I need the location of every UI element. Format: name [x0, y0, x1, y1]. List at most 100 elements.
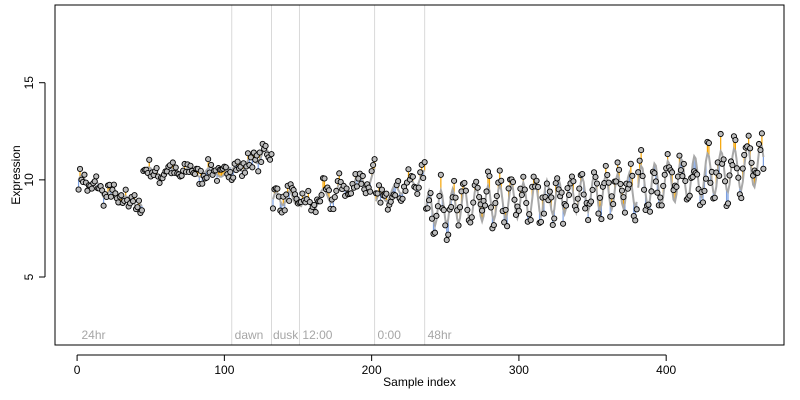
data-point [436, 192, 443, 200]
x-tick-label: 100 [214, 363, 234, 377]
data-point [331, 194, 338, 201]
data-point [311, 201, 318, 209]
data-point [570, 178, 577, 185]
data-point [616, 166, 623, 173]
data-point [110, 181, 117, 188]
axes-layer: 0 100 200 300 400 5 10 15 [22, 76, 677, 377]
data-point [421, 159, 428, 166]
data-point [574, 195, 581, 202]
data-point [415, 184, 422, 191]
data-point [521, 186, 528, 193]
data-point [208, 161, 215, 168]
data-point [602, 162, 609, 169]
data-point-layer [75, 130, 767, 244]
data-point [317, 198, 324, 205]
data-point [368, 168, 375, 175]
condition-label: 0:00 [378, 328, 402, 342]
data-point [526, 211, 533, 218]
data-point [679, 173, 686, 180]
data-point [191, 171, 198, 178]
data-point [576, 185, 583, 192]
data-point [549, 221, 556, 229]
data-point [677, 167, 684, 174]
data-point [735, 174, 742, 181]
data-point [582, 205, 589, 212]
data-point [562, 202, 570, 209]
data-point [135, 197, 142, 204]
data-point [305, 187, 312, 194]
data-point [512, 211, 520, 218]
data-point [283, 191, 290, 198]
data-point [645, 201, 652, 208]
data-point [705, 139, 712, 147]
condition-label: 12:00 [302, 328, 332, 342]
data-point [146, 156, 153, 163]
data-point [515, 207, 522, 214]
y-tick-label: 15 [22, 76, 36, 90]
data-point [481, 202, 489, 209]
data-point [81, 171, 88, 178]
data-point [722, 178, 729, 185]
data-point [638, 147, 645, 154]
data-point [694, 171, 701, 178]
data-point [464, 206, 471, 213]
data-point [230, 174, 237, 181]
data-point [729, 162, 736, 169]
data-point [269, 205, 277, 212]
data-point [405, 166, 412, 173]
data-point [153, 165, 160, 172]
data-point [610, 201, 617, 208]
data-point [424, 205, 431, 212]
data-point [461, 179, 468, 187]
data-point [682, 177, 689, 185]
data-point [241, 169, 249, 176]
data-point [487, 204, 494, 211]
data-point [520, 173, 527, 180]
data-point [93, 173, 100, 180]
data-point [467, 219, 474, 226]
data-point [437, 171, 444, 178]
data-point [636, 157, 643, 164]
data-point [543, 180, 550, 187]
data-point [399, 195, 406, 202]
data-point [598, 216, 605, 223]
condition-label: dawn [235, 328, 264, 342]
data-point [635, 169, 642, 176]
data-point [479, 207, 486, 214]
data-point [573, 206, 580, 213]
y-tick-label: 5 [22, 273, 36, 280]
data-point [686, 192, 693, 199]
data-point [605, 179, 612, 186]
data-point [75, 186, 82, 193]
data-point [76, 165, 84, 172]
data-point [281, 207, 288, 214]
data-point [371, 156, 378, 163]
data-point [258, 158, 265, 166]
data-point [325, 187, 332, 194]
data-point [118, 192, 125, 199]
data-point [470, 199, 477, 206]
data-point [312, 209, 319, 216]
data-point [483, 188, 490, 195]
data-point [726, 172, 733, 179]
data-point [618, 187, 626, 194]
data-point [268, 151, 275, 158]
data-point [455, 222, 462, 229]
data-point [445, 231, 452, 238]
data-point [353, 183, 360, 190]
data-point [629, 172, 636, 179]
data-point [336, 170, 343, 177]
data-point [564, 185, 571, 192]
data-point [702, 175, 709, 182]
data-point [440, 207, 447, 214]
data-point [502, 206, 509, 213]
data-point [203, 174, 210, 181]
data-point [107, 193, 115, 200]
data-point [505, 185, 512, 192]
data-point [509, 178, 517, 186]
data-point [701, 187, 708, 194]
data-point [511, 196, 518, 203]
data-point [527, 217, 534, 224]
data-point [658, 202, 665, 209]
